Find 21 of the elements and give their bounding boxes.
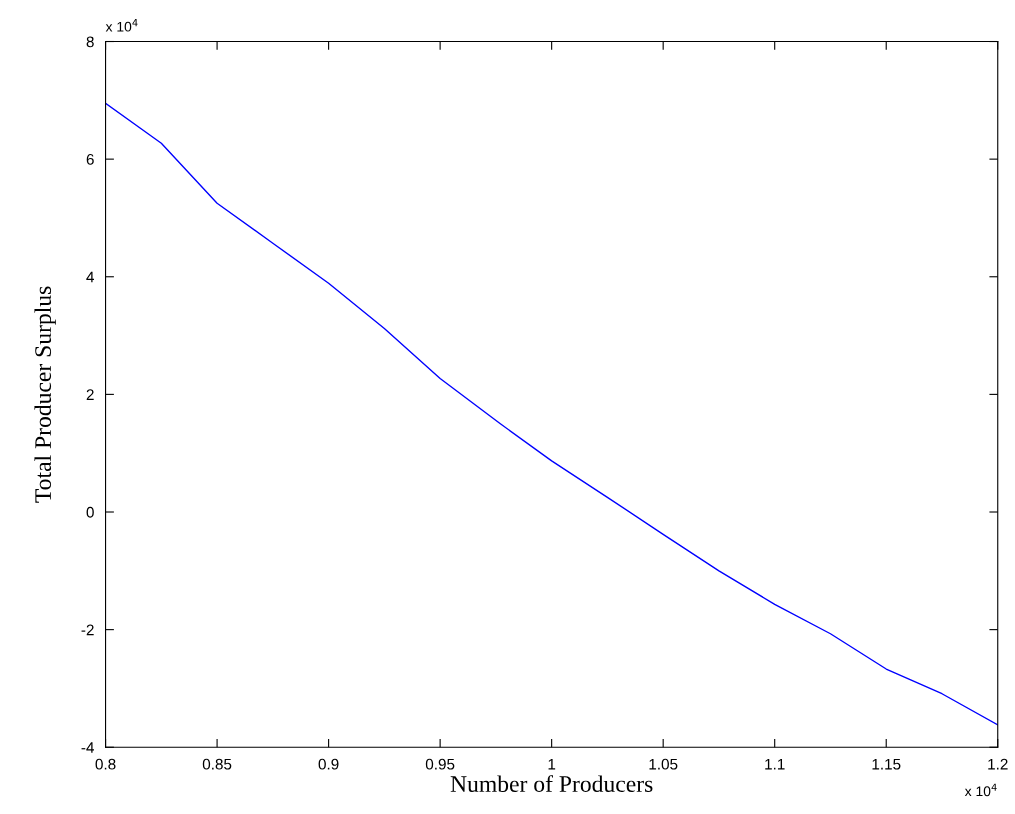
x-tick-label: 0.9: [318, 758, 339, 770]
x-tick-label: 1: [548, 758, 556, 770]
y-tick-label: 0: [86, 506, 94, 518]
y-tick-label: 2: [86, 389, 94, 400]
line-series: [105, 102, 998, 726]
x-tick-label: 1.1: [765, 758, 785, 770]
x-tick-label: 0.85: [202, 758, 232, 770]
y-axis-title: Total Producer Surplus: [34, 286, 56, 503]
y-tick-label: 4: [86, 271, 94, 283]
x-axis-title: Number of Producers: [450, 775, 653, 792]
x-tick-label: 0.95: [425, 758, 455, 770]
y-tick-label: -2: [81, 624, 94, 636]
text: x 10$^{4}$: [105, 19, 138, 32]
y-tick-label: 6: [86, 154, 94, 165]
y-tick-label: -4: [81, 742, 94, 753]
text: x 10$^{4}$: [964, 783, 997, 797]
y-tick-label: 8: [86, 36, 94, 48]
x-tick-label: 1.05: [649, 758, 678, 770]
x-tick-label: 1.2: [988, 758, 1008, 770]
x-tick-label: 1.15: [872, 758, 901, 770]
x-tick-label: 0.8: [95, 758, 116, 770]
